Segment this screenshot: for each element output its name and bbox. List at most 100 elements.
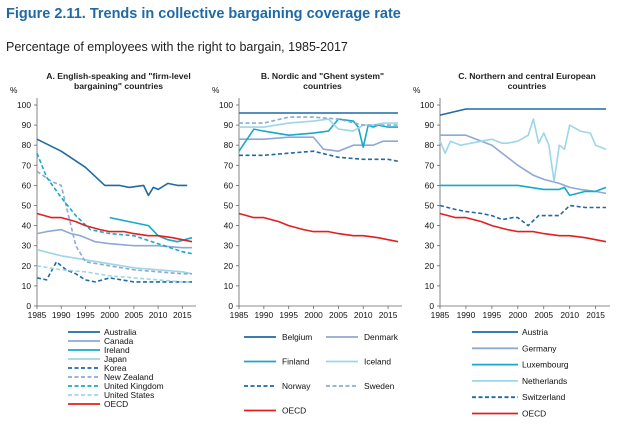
series-line-switzerland	[439, 204, 606, 227]
y-tick-label: 90	[22, 120, 32, 130]
series-line-oecd	[439, 212, 607, 243]
series-line-netherlands	[439, 118, 607, 183]
x-tick-label: 2015	[586, 310, 605, 320]
y-tick-label: 100	[420, 100, 434, 110]
x-tick-label: 2005	[329, 310, 348, 320]
x-tick-label: 2010	[149, 310, 168, 320]
legend-label: United Kingdom	[104, 381, 164, 391]
y-tick-label: 70	[224, 160, 234, 170]
x-tick-label: 1995	[76, 310, 95, 320]
panel-title-line: B. Nordic and "Ghent system"	[261, 71, 384, 81]
series-line-norway	[239, 150, 399, 163]
y-tick-label: 90	[224, 120, 234, 130]
series-line-ireland	[109, 216, 193, 243]
figure-title: Figure 2.11. Trends in collective bargai…	[6, 6, 401, 22]
x-tick-label: 1990	[457, 310, 476, 320]
panel-title-line: countries	[508, 81, 547, 91]
y-tick-label: 0	[26, 301, 31, 311]
legend-label: Iceland	[364, 357, 391, 367]
legend-label: Netherlands	[522, 376, 567, 386]
legend-label: Germany	[522, 343, 557, 353]
series-line-denmark	[239, 136, 398, 152]
y-tick-label: 30	[425, 241, 435, 251]
x-tick-label: 1990	[52, 310, 71, 320]
legend-label: Belgium	[282, 332, 312, 342]
x-tick-label: 1985	[431, 310, 450, 320]
y-tick-label: 20	[22, 261, 32, 271]
x-tick-label: 1985	[28, 310, 47, 320]
y-tick-label: 60	[22, 180, 32, 190]
y-tick-label: 50	[224, 201, 234, 211]
y-tick-label: 100	[17, 100, 31, 110]
y-tick-label: 40	[224, 221, 234, 231]
series-line-sweden	[239, 116, 398, 126]
y-tick-label: 80	[224, 140, 234, 150]
y-tick-label: 0	[228, 301, 233, 311]
legend-label: OECD	[282, 406, 306, 416]
y-tick-label: 0	[429, 301, 434, 311]
x-tick-label: 2000	[304, 310, 323, 320]
legend-label: Switzerland	[522, 392, 566, 402]
series-line-germany	[440, 134, 607, 195]
series-line-austria	[439, 108, 606, 116]
x-tick-label: 2015	[173, 310, 192, 320]
y-tick-label: 50	[425, 201, 435, 211]
y-tick-label: 20	[224, 261, 234, 271]
x-tick-label: 2010	[560, 310, 579, 320]
y-tick-label: 10	[224, 281, 234, 291]
series-line-japan	[36, 248, 193, 275]
legend-label: Canada	[104, 336, 134, 346]
chart-panel-3: C. Northern and central Europeancountrie…	[413, 71, 610, 419]
panel-title-line: A. English-speaking and "firm-level	[46, 71, 190, 81]
series-line-united-kingdom	[36, 152, 193, 255]
y-tick-label: 20	[425, 261, 435, 271]
x-tick-label: 2000	[508, 310, 527, 320]
legend-label: Japan	[104, 354, 127, 364]
y-tick-label: 10	[425, 281, 435, 291]
panel-title-line: C. Northern and central European	[458, 71, 596, 81]
x-tick-label: 1990	[255, 310, 274, 320]
legend-label: Norway	[282, 381, 311, 391]
legend-label: Ireland	[104, 345, 130, 355]
legend-label: Australia	[104, 327, 137, 337]
legend-label: Finland	[282, 357, 310, 367]
y-tick-label: 80	[22, 140, 32, 150]
series-line-united-states	[36, 265, 192, 283]
y-tick-label: 90	[425, 120, 435, 130]
chart-panel-2: B. Nordic and "Ghent system"countries%01…	[212, 71, 402, 416]
legend-label: Denmark	[364, 332, 399, 342]
x-tick-label: 2015	[379, 310, 398, 320]
panel-title-line: countries	[303, 81, 342, 91]
legend-label: New Zealand	[104, 372, 154, 382]
series-line-luxembourg	[440, 184, 607, 197]
legend-label: Luxembourg	[522, 360, 569, 370]
y-axis-unit-label: %	[413, 85, 421, 95]
chart-panel-1: A. English-speaking and "firm-levelbarga…	[10, 71, 196, 409]
legend-label: Sweden	[364, 381, 395, 391]
y-axis-unit-label: %	[212, 85, 220, 95]
y-tick-label: 30	[22, 241, 32, 251]
series-line-new-zealand	[36, 170, 192, 275]
series-line-australia	[36, 138, 188, 197]
x-tick-label: 2005	[534, 310, 553, 320]
legend-label: Korea	[104, 363, 127, 373]
series-line-finland	[238, 118, 398, 152]
x-tick-label: 1995	[279, 310, 298, 320]
x-tick-label: 1995	[483, 310, 502, 320]
panel-title-line: bargaining" countries	[74, 81, 163, 91]
y-tick-label: 80	[425, 140, 435, 150]
y-tick-label: 50	[22, 201, 32, 211]
y-tick-label: 100	[219, 100, 233, 110]
series-line-korea	[36, 260, 192, 283]
y-tick-label: 10	[22, 281, 32, 291]
x-tick-label: 1985	[230, 310, 249, 320]
legend-label: OECD	[522, 409, 546, 419]
y-tick-label: 30	[224, 241, 234, 251]
y-tick-label: 60	[425, 180, 435, 190]
y-tick-label: 70	[425, 160, 435, 170]
y-tick-label: 40	[425, 221, 435, 231]
legend-label: OECD	[104, 399, 128, 409]
y-tick-label: 70	[22, 160, 32, 170]
figure-subtitle: Percentage of employees with the right t…	[6, 40, 348, 54]
